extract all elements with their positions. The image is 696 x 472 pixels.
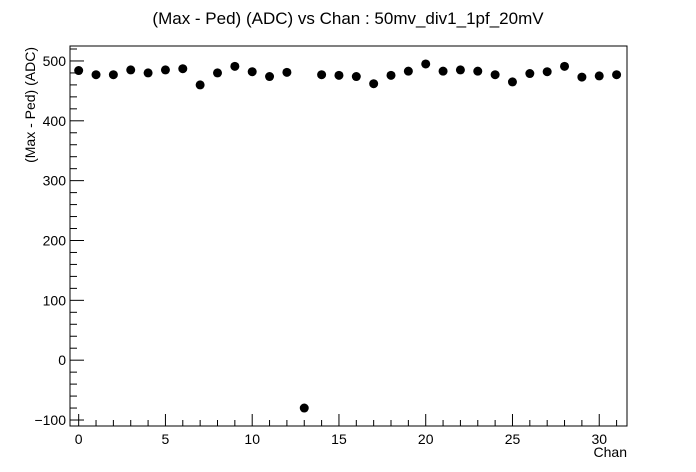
x-tick-label: 10 bbox=[244, 431, 260, 447]
data-point bbox=[230, 61, 240, 71]
x-tick-label: 15 bbox=[331, 431, 347, 447]
data-point bbox=[178, 64, 188, 74]
chart-title: (Max - Ped) (ADC) vs Chan : 50mv_div1_1p… bbox=[152, 9, 544, 28]
data-point bbox=[577, 72, 587, 82]
data-point bbox=[455, 65, 465, 75]
data-point bbox=[265, 72, 275, 82]
y-tick-label: 0 bbox=[58, 352, 66, 368]
data-point bbox=[560, 61, 570, 71]
data-point bbox=[143, 68, 153, 78]
data-point bbox=[317, 70, 327, 80]
data-point bbox=[542, 67, 552, 77]
data-point bbox=[351, 72, 361, 82]
x-tick-label: 25 bbox=[505, 431, 521, 447]
data-point bbox=[473, 66, 483, 76]
data-point bbox=[438, 66, 448, 76]
data-point bbox=[160, 65, 170, 75]
data-point bbox=[74, 66, 84, 76]
data-point bbox=[612, 70, 622, 80]
data-point bbox=[421, 59, 431, 69]
y-tick-label: 500 bbox=[43, 53, 67, 69]
data-point bbox=[369, 79, 379, 89]
x-tick-label: 5 bbox=[162, 431, 170, 447]
data-point bbox=[212, 68, 222, 78]
y-tick-label: 200 bbox=[43, 232, 67, 248]
plot-frame bbox=[69, 45, 628, 427]
x-tick-label: 0 bbox=[75, 431, 83, 447]
y-tick-label: 100 bbox=[43, 292, 67, 308]
data-point bbox=[282, 67, 292, 77]
x-tick-label: 20 bbox=[418, 431, 434, 447]
data-point bbox=[403, 66, 413, 76]
y-axis: −100 0 100 200 300 400 500 bbox=[34, 48, 84, 428]
data-point bbox=[594, 71, 604, 81]
y-tick-label: 300 bbox=[43, 173, 67, 189]
y-axis-label: (Max - Ped) (ADC) bbox=[22, 47, 38, 163]
data-point bbox=[126, 65, 136, 75]
y-tick-label: −100 bbox=[34, 412, 66, 428]
data-point bbox=[195, 80, 205, 90]
data-point bbox=[299, 403, 309, 413]
data-point bbox=[334, 70, 344, 80]
data-point bbox=[247, 67, 257, 77]
data-point bbox=[507, 77, 517, 87]
data-point bbox=[108, 70, 118, 80]
data-point bbox=[386, 70, 396, 80]
data-point bbox=[525, 69, 535, 79]
data-point bbox=[91, 70, 101, 80]
data-point bbox=[490, 70, 500, 80]
x-axis: 0 5 10 15 20 25 30 bbox=[75, 414, 618, 447]
data-points bbox=[74, 59, 622, 413]
y-tick-label: 400 bbox=[43, 113, 67, 129]
x-axis-label: Chan bbox=[594, 444, 627, 460]
x-tick-label: 30 bbox=[591, 431, 607, 447]
